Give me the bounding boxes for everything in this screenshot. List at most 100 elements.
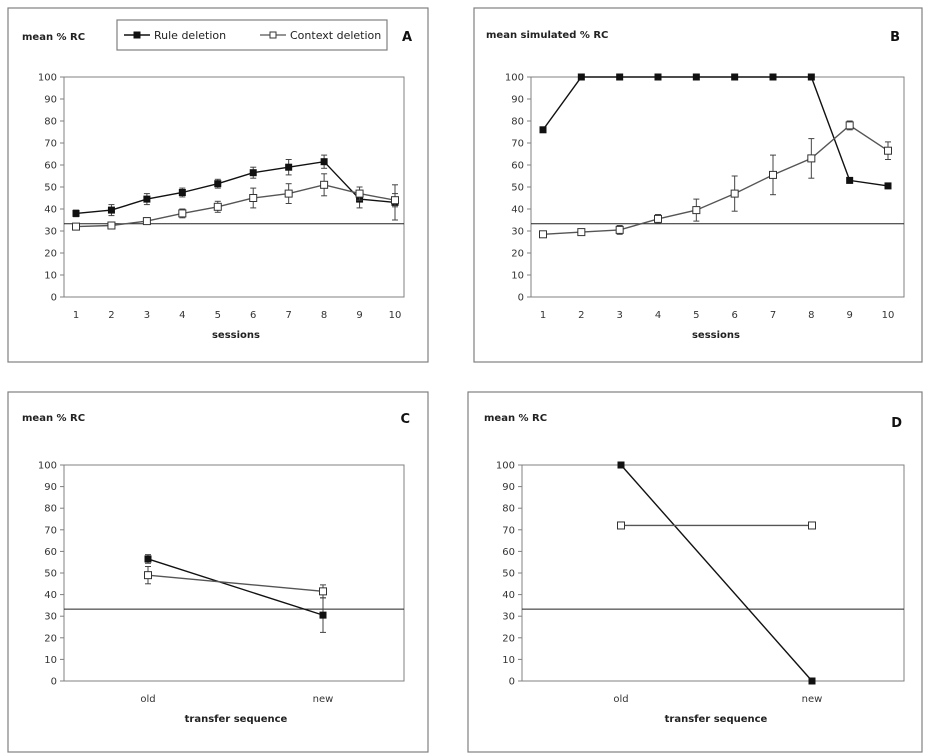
y-tick-label: 60 [44, 161, 57, 172]
panel-a: 0 10 20 30 40 50 60 70 80 90 100 1 2 3 4 5 6 7 8 9 10 mean % … [7, 7, 429, 363]
x-tick-label: 1 [73, 310, 79, 321]
x-tick-label: old [140, 694, 155, 705]
x-tick-label: old [613, 694, 628, 705]
y-tick-label: 70 [44, 525, 57, 536]
y-tick-label: 80 [44, 117, 57, 128]
data-point-rule-deletion [320, 158, 328, 166]
panel-letter: A [402, 30, 412, 45]
data-point-rule-deletion [616, 73, 624, 81]
y-tick-label: 40 [502, 590, 515, 601]
y-tick-label: 30 [44, 612, 57, 623]
plot-area [63, 464, 405, 682]
data-point-rule-deletion [884, 182, 892, 190]
x-tick-label: 5 [215, 310, 221, 321]
y-tick-label: 0 [51, 677, 57, 688]
data-point-context-deletion [730, 189, 739, 198]
x-tick-label: 9 [846, 310, 852, 321]
data-point-rule-deletion [577, 73, 585, 81]
data-point-rule-deletion [846, 176, 854, 184]
data-point-rule-deletion [107, 206, 115, 214]
x-tick-label: 10 [389, 310, 402, 321]
series-context-deletion [539, 120, 892, 239]
data-point-context-deletion [617, 521, 625, 530]
y-tick-label: 80 [44, 504, 57, 515]
y-tick-label: 60 [44, 547, 57, 558]
y-tick-label: 100 [496, 461, 515, 472]
y-tick-label: 10 [511, 271, 524, 282]
data-point-context-deletion [807, 154, 816, 163]
series-line [620, 464, 813, 682]
y-tick-label: 90 [44, 482, 57, 493]
panel-b: 0 10 20 30 40 50 60 70 80 90 100 1 2 3 4 5 6 7 8 9 10 mean si… [473, 7, 923, 363]
data-point-rule-deletion [654, 73, 662, 81]
x-tick-label: 3 [144, 310, 150, 321]
data-point-rule-deletion [214, 180, 222, 188]
x-tick-label: 10 [882, 310, 895, 321]
data-point-context-deletion [72, 222, 80, 231]
y-axis-label: mean simulated % RC [486, 30, 608, 41]
data-point-rule-deletion [807, 73, 815, 81]
x-tick-label: 6 [250, 310, 256, 321]
y-tick-label: 70 [44, 139, 57, 150]
plot-area [530, 76, 905, 298]
panel-letter: C [400, 412, 410, 427]
y-tick-label: 20 [44, 633, 57, 644]
data-point-rule-deletion [72, 209, 80, 217]
y-tick-label: 40 [511, 205, 524, 216]
series-line [75, 160, 396, 215]
y-tick-label: 80 [511, 117, 524, 128]
x-tick-label: 6 [731, 310, 737, 321]
y-tick-label: 0 [509, 677, 515, 688]
y-tick-label: 50 [44, 569, 57, 580]
x-tick-label: 9 [356, 310, 362, 321]
y-tick-label: 70 [511, 139, 524, 150]
y-axis-label: mean % RC [22, 413, 85, 424]
plot-area [521, 464, 905, 682]
data-point-context-deletion [692, 206, 701, 215]
panel-letter: B [890, 30, 900, 45]
y-tick-label: 10 [44, 271, 57, 282]
legend-box [116, 19, 388, 51]
x-axis-label: transfer sequence [665, 714, 768, 725]
series-context-deletion [617, 521, 816, 530]
x-tick-label: new [802, 694, 823, 705]
y-tick-label: 40 [44, 590, 57, 601]
legend-marker-filled-square [133, 31, 141, 39]
data-point-rule-deletion [143, 195, 151, 203]
x-tick-label: 2 [578, 310, 584, 321]
series-line [147, 574, 324, 593]
series-line [542, 124, 889, 235]
x-tick-label: 3 [616, 310, 622, 321]
data-point-rule-deletion [769, 73, 777, 81]
x-tick-label: new [313, 694, 334, 705]
legend-marker-open-square [269, 31, 277, 39]
series-line [147, 558, 324, 616]
x-tick-label: 8 [321, 310, 327, 321]
y-tick-label: 0 [518, 293, 524, 304]
x-tick-label: 1 [540, 310, 546, 321]
panel-letter: D [891, 416, 902, 431]
series-context-deletion [72, 173, 399, 231]
data-point-context-deletion [808, 521, 816, 530]
x-tick-label: 5 [693, 310, 699, 321]
data-point-rule-deletion [319, 611, 327, 619]
y-tick-label: 30 [44, 227, 57, 238]
y-axis-label: mean % RC [484, 413, 547, 424]
data-point-context-deletion [319, 587, 327, 596]
data-point-rule-deletion [539, 126, 547, 134]
y-tick-label: 50 [502, 569, 515, 580]
data-point-rule-deletion [808, 677, 816, 685]
x-axis-label: sessions [692, 330, 740, 341]
data-point-context-deletion [107, 221, 116, 230]
y-tick-label: 60 [502, 547, 515, 558]
data-point-context-deletion [577, 228, 586, 237]
data-point-context-deletion [144, 571, 152, 580]
x-tick-label: 2 [108, 310, 114, 321]
x-tick-label: 7 [285, 310, 291, 321]
data-point-context-deletion [178, 209, 187, 218]
data-point-rule-deletion [692, 73, 700, 81]
y-tick-label: 100 [505, 73, 524, 84]
y-tick-label: 40 [44, 205, 57, 216]
x-tick-label: 4 [655, 310, 661, 321]
y-tick-label: 70 [502, 525, 515, 536]
